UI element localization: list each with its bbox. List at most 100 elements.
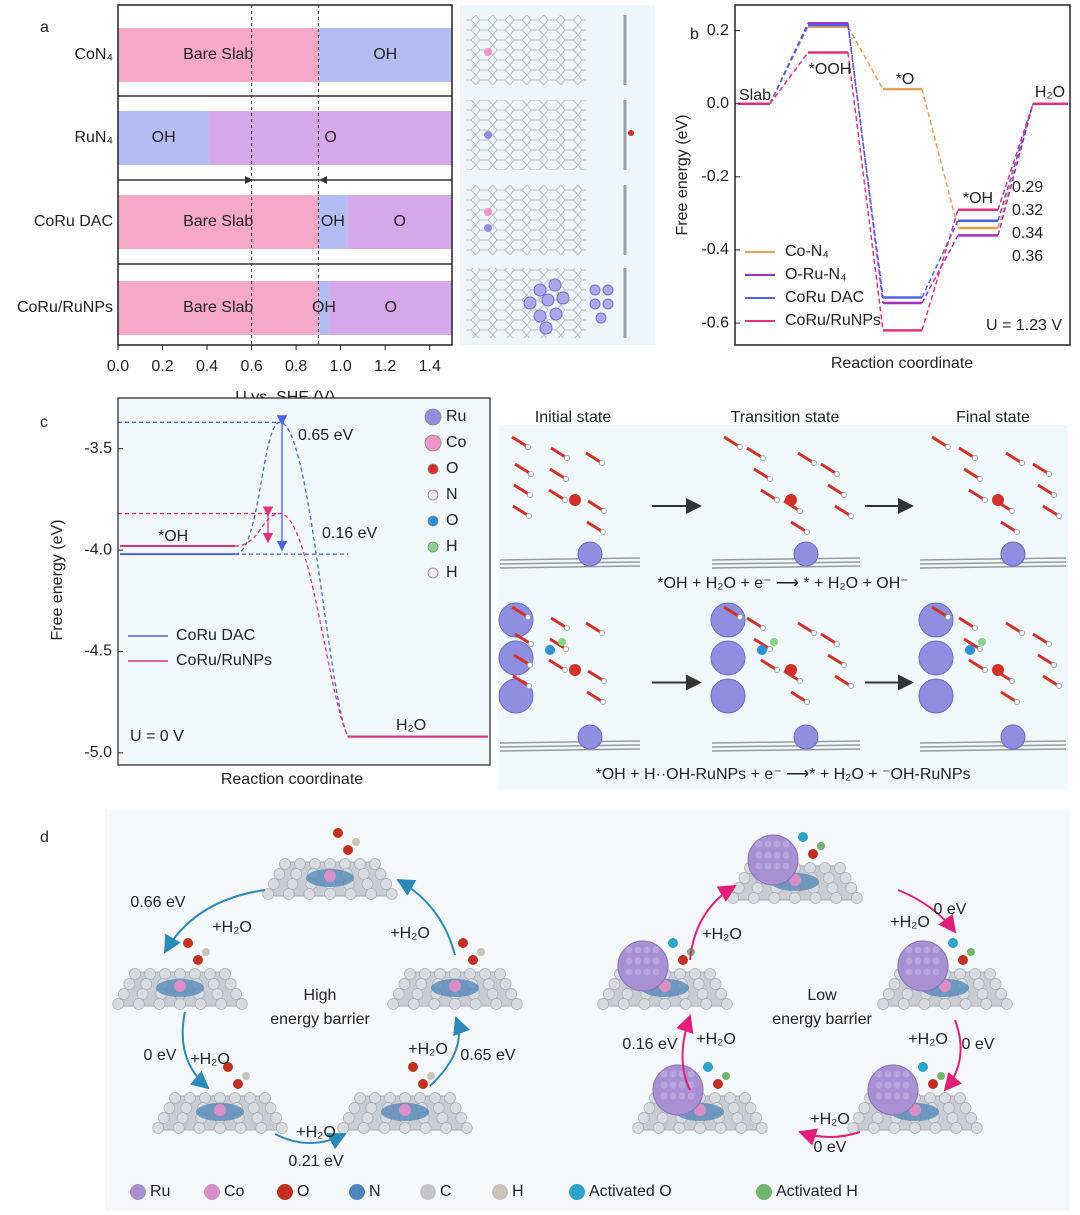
y-axis-label: Free energy (eV) — [674, 115, 691, 236]
c-atom — [479, 968, 491, 980]
c-atom — [744, 1102, 757, 1114]
ru-atom — [577, 541, 603, 567]
c-atom — [344, 888, 357, 900]
barrier-text: Low — [807, 987, 837, 1004]
panel-label: b — [690, 26, 699, 43]
connector — [847, 25, 884, 298]
c-atom — [826, 882, 839, 894]
c-atom — [692, 978, 705, 990]
c-atom — [510, 998, 523, 1010]
c-atom — [652, 1122, 665, 1134]
ru-atom — [793, 541, 819, 567]
water-bond — [797, 621, 815, 635]
h-atom — [427, 1072, 435, 1080]
o-atom — [785, 664, 797, 676]
connector — [921, 88, 959, 229]
step-label: *OOH — [809, 61, 852, 78]
c-atom — [264, 1102, 277, 1114]
c-atom — [924, 1092, 936, 1104]
segment — [118, 111, 210, 165]
state-title: Initial state — [535, 409, 612, 426]
c-atom — [140, 978, 153, 990]
connector — [921, 209, 959, 331]
ru-atom — [678, 1081, 686, 1089]
x-tick-label: 0.0 — [107, 358, 129, 375]
h-atom — [945, 444, 951, 450]
water-bond — [760, 488, 778, 502]
legend-swatch — [277, 1184, 293, 1200]
c-atom — [755, 1122, 768, 1134]
c-atom — [656, 1112, 669, 1124]
water-bond — [827, 653, 845, 667]
ru-atom — [914, 957, 922, 965]
step-label: *O — [896, 71, 915, 88]
cycle-arrow — [943, 1019, 963, 1092]
h-atom — [1009, 508, 1015, 514]
c-atom — [942, 1102, 955, 1114]
h-atom — [1046, 641, 1052, 647]
ru-atom — [669, 1081, 677, 1089]
c-atom — [169, 1092, 181, 1104]
c-atom — [839, 872, 852, 884]
atom-label: H — [446, 564, 458, 581]
o-atom — [992, 494, 1004, 506]
cycle-arrow — [181, 1011, 210, 1090]
cycle-label: 0.16 eV — [622, 1036, 677, 1053]
step-label: Slab — [739, 87, 771, 104]
h-atom — [804, 529, 810, 535]
c-atom — [398, 978, 411, 990]
ru-atom — [764, 862, 772, 870]
c-atom — [234, 1122, 247, 1134]
y-tick-label: -0.2 — [701, 168, 729, 185]
equation: *OH + H··OH-RuNPs + e⁻ ⟶* + H₂O + ⁻OH-Ru… — [596, 766, 971, 783]
cycle-arrow — [897, 889, 957, 934]
legend-label: N — [369, 1183, 381, 1200]
graphene — [711, 740, 861, 744]
ru-atom — [755, 840, 763, 848]
plot-bg — [118, 398, 490, 765]
c-atom — [259, 1092, 271, 1104]
c-atom — [714, 1122, 727, 1134]
c-atom — [449, 1102, 462, 1114]
ru-atom — [902, 1081, 910, 1089]
barrier-text: energy barrier — [270, 1011, 370, 1028]
water-bond — [753, 467, 771, 481]
segment-label: Bare Slab — [183, 213, 253, 230]
atom-label: O — [446, 460, 458, 477]
cycle-label: 0.66 eV — [130, 894, 185, 911]
h-atom — [841, 492, 847, 498]
atom-label: Ru — [446, 408, 466, 425]
h-atom — [977, 476, 983, 482]
c-atom — [163, 1102, 176, 1114]
c-atom — [193, 1122, 206, 1134]
c-atom — [436, 1112, 449, 1124]
c-atom — [132, 998, 145, 1010]
act-o — [703, 1062, 713, 1072]
cycle-arrow — [396, 879, 456, 956]
c-atom — [407, 998, 420, 1010]
h-atom — [528, 641, 534, 647]
h-atom — [1051, 662, 1057, 668]
cycle-arrow — [676, 1014, 694, 1091]
c-atom — [324, 858, 336, 870]
ru-atom — [875, 1092, 883, 1100]
c-atom — [822, 872, 835, 884]
water-bond — [968, 488, 986, 502]
h-atom — [526, 683, 532, 689]
c-atom — [275, 1122, 288, 1134]
c-atom — [735, 1122, 748, 1134]
ru-atom — [773, 862, 781, 870]
ru-atom — [625, 968, 633, 976]
water-bond — [513, 483, 531, 497]
c-atom — [184, 1092, 196, 1104]
c-atom — [176, 1112, 189, 1124]
c-atom — [954, 968, 966, 980]
ru-atom — [660, 1070, 668, 1078]
connector — [921, 220, 959, 298]
h-atom — [760, 625, 766, 631]
ru-atom — [914, 946, 922, 954]
h-atom — [811, 630, 817, 636]
ru-atom — [764, 840, 772, 848]
x-tick-label: 0.8 — [285, 358, 307, 375]
water-bond — [1042, 504, 1060, 518]
